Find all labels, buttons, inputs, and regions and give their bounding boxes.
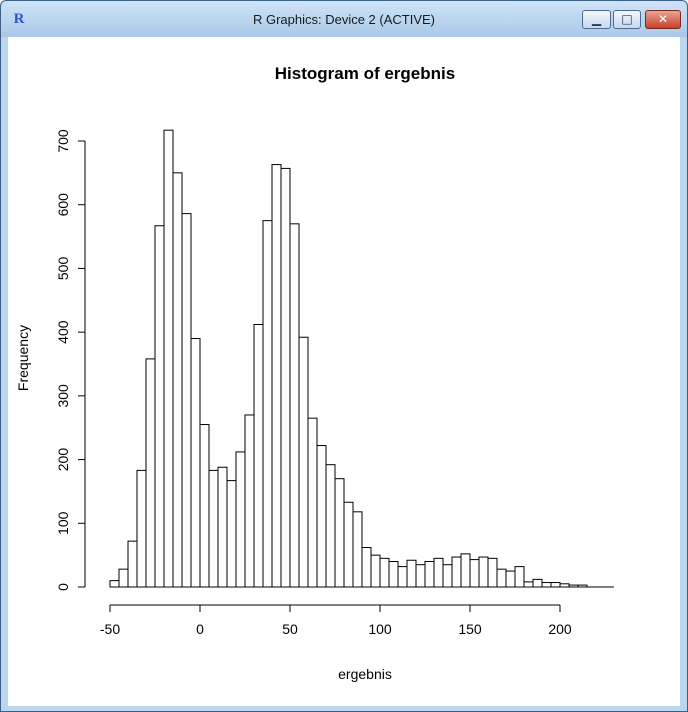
histogram-bar <box>361 547 372 588</box>
histogram-bar <box>325 464 336 588</box>
histogram-bar <box>316 445 327 588</box>
x-axis: -50 0 50 100 150 200 <box>100 604 572 637</box>
x-tick-label: 50 <box>282 621 298 637</box>
histogram-bar <box>181 213 192 588</box>
histogram-bar <box>199 424 210 588</box>
histogram-bar <box>109 580 120 588</box>
histogram-bar <box>154 225 165 588</box>
y-axis-label: Frequency <box>15 325 31 391</box>
histogram-bar <box>280 167 291 588</box>
histogram-bar <box>298 336 309 588</box>
histogram-bar <box>118 568 129 588</box>
histogram-bar <box>127 540 138 588</box>
x-tick-label: 200 <box>548 621 572 637</box>
histogram-bar <box>352 511 363 588</box>
histogram-bar <box>370 554 381 588</box>
histogram-bar <box>460 553 471 588</box>
y-axis: 0 100 200 300 400 500 600 700 <box>55 129 86 591</box>
histogram-bar <box>550 582 561 588</box>
histogram-bar <box>217 466 228 588</box>
histogram-chart: Histogram of ergebnis ergebnis Frequency… <box>15 64 614 682</box>
x-axis-label: ergebnis <box>338 666 392 682</box>
r-logo-icon: R <box>13 11 25 27</box>
histogram-bar <box>478 556 489 588</box>
x-tick-label: 0 <box>196 621 204 637</box>
y-tick-label: 600 <box>55 193 71 217</box>
title-bar[interactable]: R R Graphics: Device 2 (ACTIVE) ▁ □ ✕ <box>1 1 687 37</box>
y-tick-label: 500 <box>55 257 71 281</box>
y-tick-label: 100 <box>55 511 71 535</box>
histogram-bar <box>397 566 408 588</box>
histogram-bar <box>208 469 219 588</box>
histogram-bar <box>451 556 462 588</box>
histogram-bar <box>235 451 246 588</box>
histogram-bar <box>523 581 534 588</box>
histogram-bar <box>388 561 399 588</box>
histogram-bar <box>172 172 183 588</box>
histogram-bar <box>289 223 300 588</box>
histogram-bar <box>406 559 417 588</box>
close-button[interactable]: ✕ <box>645 10 681 29</box>
histogram-bar <box>433 557 444 588</box>
histogram-bar <box>505 570 516 588</box>
histogram-bar <box>307 417 318 588</box>
histogram-bar <box>145 358 156 588</box>
histogram-bar <box>532 578 543 588</box>
histogram-bar <box>487 557 498 588</box>
histogram-bar <box>424 561 435 588</box>
histogram-bar <box>163 129 174 588</box>
window-title: R Graphics: Device 2 (ACTIVE) <box>252 12 436 27</box>
histogram-bar <box>271 164 282 588</box>
histogram-bar <box>136 469 147 588</box>
y-tick-label: 0 <box>55 583 71 591</box>
chart-title: Histogram of ergebnis <box>275 64 455 83</box>
x-tick-label: -50 <box>100 621 120 637</box>
histogram-bar <box>334 478 345 588</box>
maximize-button[interactable]: □ <box>613 10 641 29</box>
histogram-bar <box>379 557 390 588</box>
histogram-bar <box>343 501 354 588</box>
histogram-bars <box>109 129 614 588</box>
plot-area: Histogram of ergebnis ergebnis Frequency… <box>8 37 680 706</box>
histogram-bar <box>226 480 237 588</box>
minimize-icon: ▁ <box>591 12 602 26</box>
histogram-bar <box>442 564 453 588</box>
y-tick-label: 400 <box>55 320 71 344</box>
y-tick-label: 700 <box>55 129 71 153</box>
x-tick-label: 100 <box>368 621 392 637</box>
histogram-bar <box>190 338 201 588</box>
y-tick-label: 200 <box>55 448 71 472</box>
histogram-bar <box>253 324 264 588</box>
histogram-bar <box>514 566 525 588</box>
histogram-bar <box>415 564 426 588</box>
histogram-bar <box>244 414 255 588</box>
histogram-bar <box>262 220 273 588</box>
histogram-bar <box>469 559 480 588</box>
minimize-button[interactable]: ▁ <box>582 10 611 29</box>
histogram-bar <box>541 582 552 588</box>
maximize-icon: □ <box>621 12 633 26</box>
histogram-bar <box>496 568 507 588</box>
close-icon: ✕ <box>657 12 669 26</box>
x-tick-label: 150 <box>458 621 482 637</box>
y-tick-label: 300 <box>55 384 71 408</box>
